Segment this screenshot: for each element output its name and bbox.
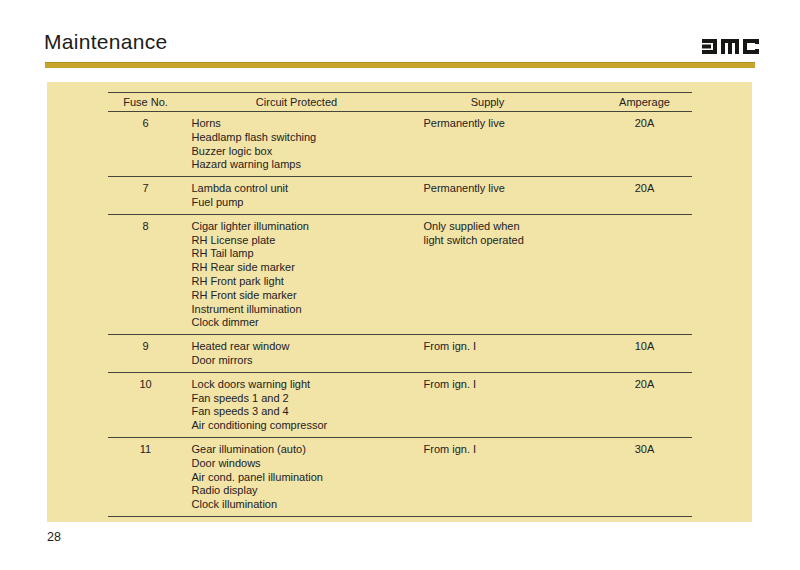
circuit-protected-cell: Cigar lighter illuminationRH License pla…	[184, 220, 410, 330]
circuit-protected-cell: Gear illumination (auto)Door windowsAir …	[184, 443, 410, 512]
fuse-number-cell: 7	[108, 182, 184, 210]
table-row: 7Lambda control unitFuel pumpPermanently…	[108, 177, 692, 215]
circuit-line: RH Tail lamp	[192, 247, 410, 261]
circuit-line: Horns	[192, 117, 410, 131]
circuit-line: RH License plate	[192, 234, 410, 248]
supply-cell: From ign. I	[410, 378, 566, 433]
fuse-table-rows: 6HornsHeadlamp flash switchingBuzzer log…	[108, 112, 692, 517]
circuit-line: Door windows	[192, 457, 410, 471]
circuit-line: Gear illumination (auto)	[192, 443, 410, 457]
circuit-line: Heated rear window	[192, 340, 410, 354]
column-header-amperage: Amperage	[566, 96, 692, 108]
circuit-line: Clock dimmer	[192, 316, 410, 330]
circuit-line: Fan speeds 3 and 4	[192, 405, 410, 419]
circuit-line: Instrument illumination	[192, 303, 410, 317]
circuit-line: Clock illumination	[192, 498, 410, 512]
supply-cell: Permanently live	[410, 117, 566, 172]
supply-line: From ign. I	[424, 378, 566, 392]
dmc-logo	[702, 39, 759, 54]
circuit-line: RH Rear side marker	[192, 261, 410, 275]
fuse-table: Fuse No. Circuit Protected Supply Ampera…	[108, 92, 692, 517]
circuit-line: Headlamp flash switching	[192, 131, 410, 145]
table-row: 9Heated rear windowDoor mirrorsFrom ign.…	[108, 335, 692, 373]
amperage-cell: 20A	[566, 117, 692, 172]
supply-line: From ign. I	[424, 443, 566, 457]
table-row: 10Lock doors warning lightFan speeds 1 a…	[108, 373, 692, 438]
circuit-line: Buzzer logic box	[192, 145, 410, 159]
page-title: Maintenance	[44, 30, 168, 54]
circuit-line: Lock doors warning light	[192, 378, 410, 392]
fuse-number-cell: 6	[108, 117, 184, 172]
circuit-line: Radio display	[192, 484, 410, 498]
circuit-line: Fan speeds 1 and 2	[192, 392, 410, 406]
amperage-cell: 10A	[566, 340, 692, 368]
fuse-number-cell: 8	[108, 220, 184, 330]
fuse-number-cell: 10	[108, 378, 184, 433]
supply-cell: Permanently live	[410, 182, 566, 210]
circuit-line: Fuel pump	[192, 196, 410, 210]
amperage-cell	[566, 220, 692, 330]
circuit-line: RH Front park light	[192, 275, 410, 289]
gold-divider	[45, 62, 755, 68]
supply-line: Permanently live	[424, 182, 566, 196]
circuit-line: Air cond. panel illumination	[192, 471, 410, 485]
manual-page: Maintenance Fuse No. Circuit Protec	[0, 0, 800, 570]
circuit-line: Lambda control unit	[192, 182, 410, 196]
amperage-cell: 30A	[566, 443, 692, 512]
page-number: 28	[47, 530, 61, 544]
circuit-protected-cell: Heated rear windowDoor mirrors	[184, 340, 410, 368]
supply-cell: From ign. I	[410, 340, 566, 368]
circuit-line: Door mirrors	[192, 354, 410, 368]
supply-line: From ign. I	[424, 340, 566, 354]
circuit-line: Air conditioning compressor	[192, 419, 410, 433]
circuit-protected-cell: Lambda control unitFuel pump	[184, 182, 410, 210]
table-row: 8Cigar lighter illuminationRH License pl…	[108, 215, 692, 335]
fuse-number-cell: 11	[108, 443, 184, 512]
circuit-line: Hazard warning lamps	[192, 158, 410, 172]
amperage-cell: 20A	[566, 182, 692, 210]
table-row: 11Gear illumination (auto)Door windowsAi…	[108, 438, 692, 517]
supply-cell: From ign. I	[410, 443, 566, 512]
column-header-fuse-no: Fuse No.	[108, 96, 184, 108]
supply-line: Permanently live	[424, 117, 566, 131]
circuit-protected-cell: Lock doors warning lightFan speeds 1 and…	[184, 378, 410, 433]
fuse-number-cell: 9	[108, 340, 184, 368]
supply-line: light switch operated	[424, 234, 566, 248]
circuit-line: Cigar lighter illumination	[192, 220, 410, 234]
column-header-supply: Supply	[410, 96, 566, 108]
fuse-table-panel: Fuse No. Circuit Protected Supply Ampera…	[47, 82, 752, 522]
circuit-protected-cell: HornsHeadlamp flash switchingBuzzer logi…	[184, 117, 410, 172]
circuit-line: RH Front side marker	[192, 289, 410, 303]
amperage-cell: 20A	[566, 378, 692, 433]
supply-line: Only supplied when	[424, 220, 566, 234]
table-row: 6HornsHeadlamp flash switchingBuzzer log…	[108, 112, 692, 177]
column-header-circuit-protected: Circuit Protected	[184, 96, 410, 108]
fuse-table-header: Fuse No. Circuit Protected Supply Ampera…	[108, 92, 692, 112]
supply-cell: Only supplied whenlight switch operated	[410, 220, 566, 330]
